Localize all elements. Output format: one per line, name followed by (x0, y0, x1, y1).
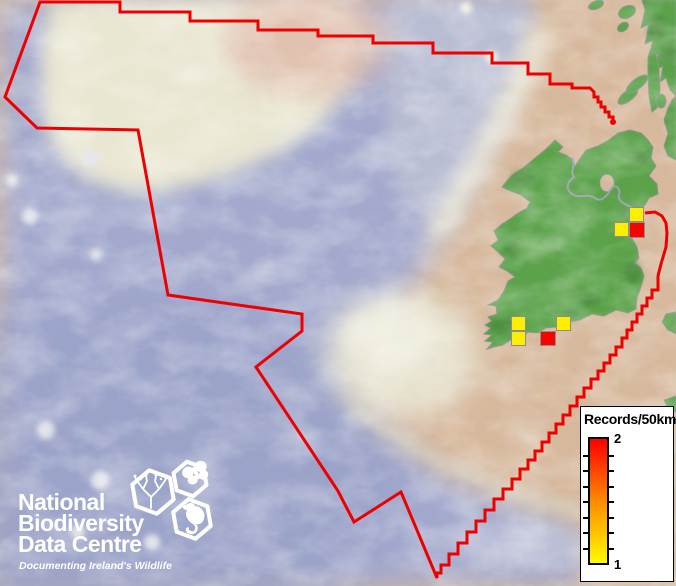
tree-glyph (133, 473, 169, 509)
legend-tick (609, 501, 614, 503)
legend-tick (609, 532, 614, 534)
legend-tick (583, 485, 588, 488)
legend-tick (583, 532, 588, 534)
grid-cell-south-coast[interactable] (511, 316, 526, 331)
records-legend: Records/50km 2 1 (580, 406, 676, 582)
tree-hexagon-icon (130, 468, 176, 516)
seahorse-glyph (182, 503, 205, 535)
legend-min-label: 1 (614, 557, 622, 572)
legend-bar-area (583, 437, 614, 565)
legend-title: Records/50km (584, 411, 676, 427)
legend-tick (583, 501, 588, 503)
grid-cell-south-coast[interactable] (540, 331, 556, 346)
logo-line-1: National (18, 489, 105, 515)
logo-line-3: Data Centre (18, 531, 142, 557)
grid-cell-south-coast[interactable] (511, 331, 526, 346)
legend-tick (609, 547, 614, 550)
legend-gradient-bar (588, 437, 609, 565)
legend-tick (609, 485, 614, 488)
seahorse-hexagon-icon (171, 497, 213, 541)
nbdc-logo-icons (130, 459, 213, 541)
legend-tick (583, 516, 588, 519)
grid-cell-south-coast[interactable] (556, 316, 571, 331)
legend-tick (583, 547, 588, 550)
legend-max-label: 2 (614, 431, 622, 446)
legend-tick (583, 454, 588, 457)
boundary-terminus (610, 119, 616, 125)
butterfly-glyph (182, 460, 209, 485)
legend-tick (609, 454, 614, 457)
grid-cell-east-coast[interactable] (614, 222, 629, 237)
legend-tick (609, 516, 614, 519)
legend-tick (583, 470, 588, 472)
grid-cell-east-coast[interactable] (629, 207, 644, 222)
logo-line-2: Biodiversity (18, 510, 144, 536)
legend-tick (609, 470, 614, 472)
designated-area-boundary (3, 0, 669, 579)
grid-cell-east-coast[interactable] (629, 222, 645, 238)
logo-tagline: Documenting Ireland's Wildlife (19, 560, 172, 572)
